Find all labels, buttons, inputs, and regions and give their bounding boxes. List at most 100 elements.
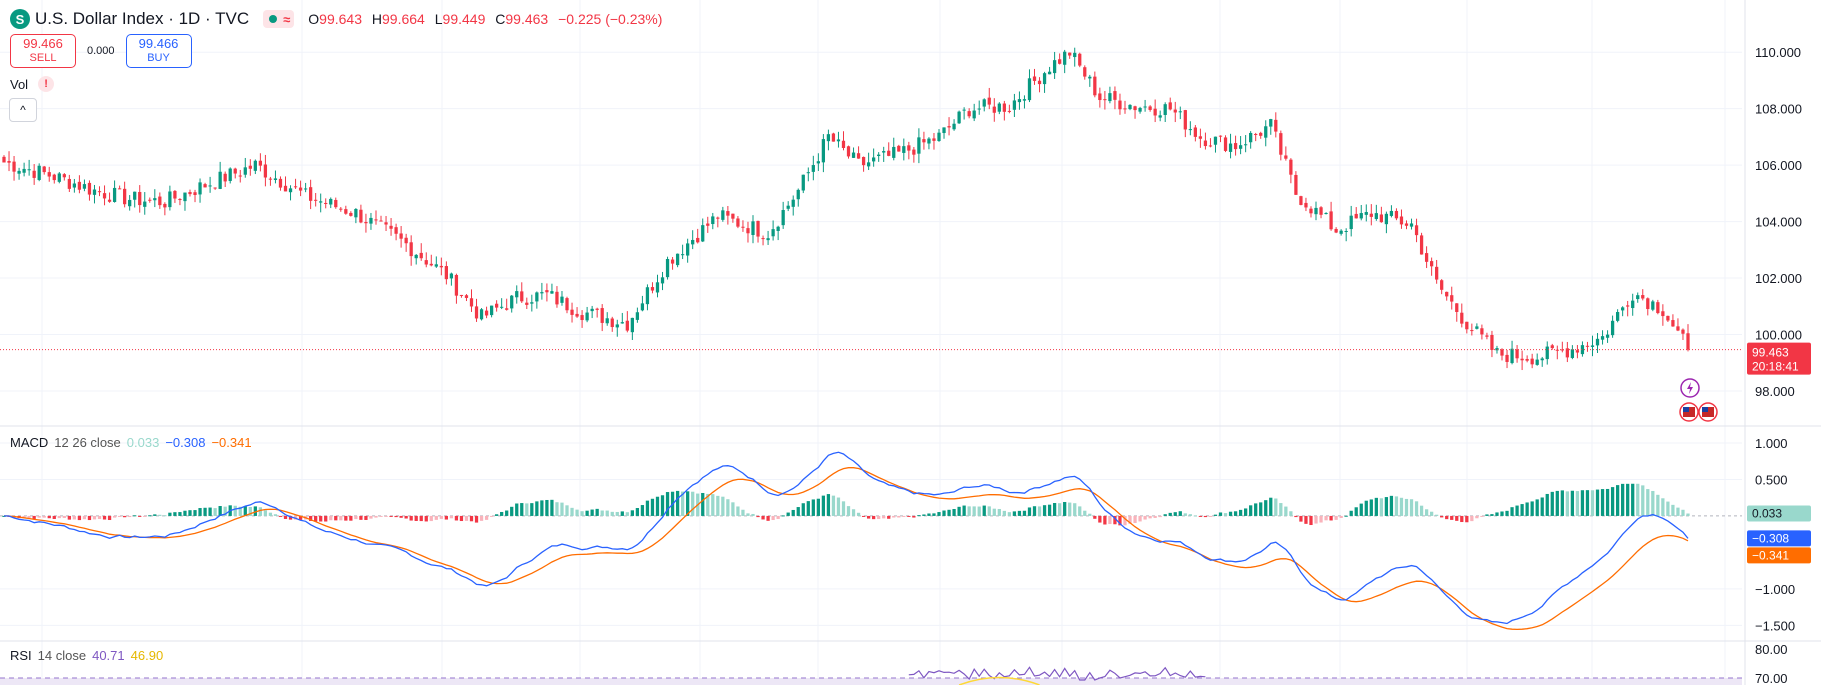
macd-histogram-bar [253,506,257,516]
macd-params: 12 26 close [54,435,121,450]
candle-body [52,174,56,181]
macd-histogram-bar [1646,489,1650,516]
rsi-legend[interactable]: RSI 14 close 40.71 46.90 [10,648,169,663]
candle-body [892,146,896,158]
candle-body [1153,108,1157,116]
candle-body [1440,280,1444,290]
candle-body [1399,216,1404,225]
candle-body [1289,159,1293,175]
candle-body [1565,348,1569,358]
candle-body [1223,137,1228,151]
rsi-band [0,678,1742,685]
candle-body [1515,349,1519,359]
macd-histogram-bar [1530,501,1534,516]
macd-axis-tick-label: −1.500 [1755,618,1795,633]
macd-histogram-bar [1435,514,1439,516]
macd-histogram-bar [394,515,398,518]
macd-histogram-bar [1203,515,1208,518]
macd-histogram-bar [1133,515,1137,524]
candle-body [434,264,438,267]
macd-histogram-bar [469,515,474,522]
candle-body [1032,76,1037,81]
candle-body [1329,211,1333,230]
candle-body [153,198,157,201]
candle-body [1676,326,1680,331]
candle-body [967,111,971,117]
macd-histogram-bar [1545,493,1549,516]
volume-legend[interactable]: Vol ! [10,76,55,92]
candle-body [1661,311,1665,317]
macd-histogram-bar [389,515,393,517]
macd-histogram-bar [1671,504,1675,516]
candle-body [268,178,273,180]
candle-body [796,189,800,200]
candle-body [459,294,464,296]
macd-histogram-bar [258,507,263,516]
candle-body [786,205,790,209]
candle-body [404,237,408,244]
macd-histogram-bar [168,512,172,516]
macd-legend[interactable]: MACD 12 26 close 0.033 −0.308 −0.341 [10,435,258,450]
candle-body [414,254,418,259]
candle-body [394,227,398,234]
macd-histogram-bar [1525,502,1529,516]
candle-body [1575,350,1580,353]
candle-body [193,192,197,195]
candle-body [1570,349,1575,358]
candle-body [248,165,252,169]
macd-histogram-bar [1238,509,1243,516]
macd-histogram-bar [851,509,856,516]
candle-body [660,277,665,284]
collapse-legend-button[interactable]: ^ [9,98,37,122]
candle-body [303,188,308,190]
macd-histogram-bar [972,506,976,516]
candle-body [535,292,539,302]
candle-body [1404,223,1409,226]
macd-histogram-bar [841,501,846,516]
market-status-pill[interactable]: ≈ [263,10,295,28]
macd-histogram-bar [414,515,418,521]
macd-histogram-bar [374,515,378,518]
macd-histogram-bar [866,515,871,519]
candle-body [1037,80,1042,85]
symbol-title[interactable]: U.S. Dollar Index · 1D · TVC [35,9,250,28]
sell-button[interactable]: 99.466 SELL [10,34,76,68]
macd-histogram-bar [680,491,685,516]
candle-body [344,209,348,214]
macd-histogram-bar [183,510,187,516]
candle-body [102,193,107,199]
macd-histogram-bar [882,515,886,519]
candle-body [897,145,901,152]
macd-histogram-bar [706,493,710,516]
candle-body [1188,129,1192,131]
macd-histogram-bar [1465,515,1469,523]
candle-body [927,138,931,144]
buy-button[interactable]: 99.466 BUY [125,34,192,68]
candle-body [977,108,981,110]
macd-histogram-bar [691,491,695,516]
macd-histogram-bar [630,510,634,516]
candle-body [640,303,645,311]
macd-histogram-bar [791,509,795,516]
macd-histogram-bar [1249,505,1253,516]
macd-histogram-bar [138,515,142,517]
macd-histogram-bar [821,495,826,516]
candle-body [1118,100,1122,110]
warning-icon[interactable]: ! [38,76,55,92]
macd-histogram-bar [107,515,112,521]
candle-body [1414,225,1419,236]
macd-histogram-bar [1480,515,1484,517]
candle-body [761,238,765,240]
candle-body [1193,127,1198,137]
candle-body [87,182,92,195]
macd-histogram-bar [831,495,836,516]
candle-body [329,198,333,205]
macd-histogram-bar [1007,512,1012,516]
macd-histogram-bar [1595,489,1600,516]
macd-histogram-bar [1128,515,1132,524]
candle-body [1646,298,1650,310]
candle-body [711,216,715,225]
macd-histogram-bar [967,506,971,516]
macd-signal-line [3,467,1689,631]
